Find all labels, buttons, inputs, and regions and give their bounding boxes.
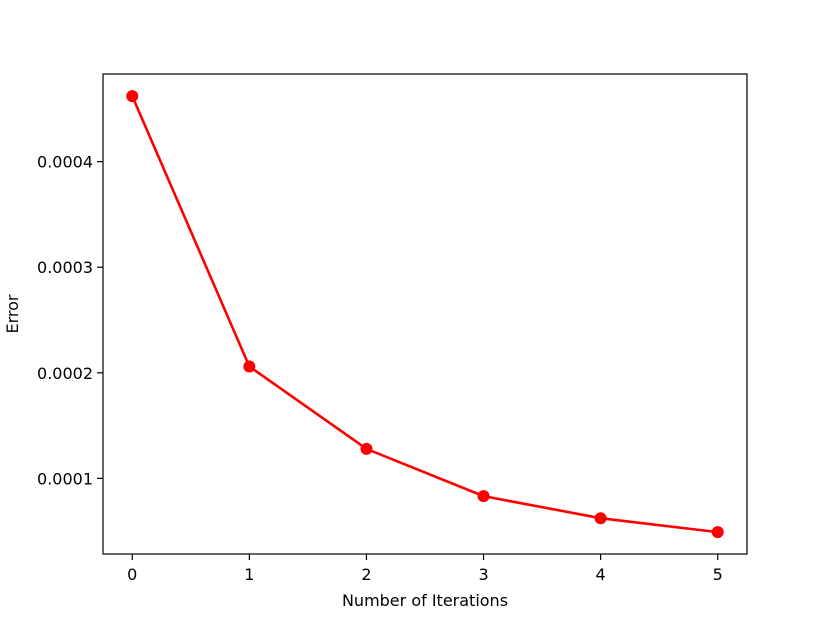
x-tick-label: 1 [244,565,254,584]
x-axis-ticks: 0 1 2 3 4 5 [127,554,723,584]
x-tick-label: 0 [127,565,137,584]
series-line [131,95,718,534]
plot-frame [102,73,748,555]
data-point [477,490,490,503]
x-tick-label: 2 [361,565,371,584]
data-point [243,360,256,373]
y-axis-title: Error [3,294,22,333]
data-point [594,512,607,525]
y-axis-ticks: 0.0001 0.0002 0.0003 0.0004 [37,153,103,488]
x-tick-label: 4 [596,565,606,584]
x-axis-title: Number of Iterations [342,591,508,610]
plot-area [103,74,747,554]
series-layer [126,90,724,539]
data-point [711,526,724,539]
y-tick-label: 0.0002 [37,364,93,383]
data-point [360,442,373,455]
x-tick-label: 5 [713,565,723,584]
y-tick-label: 0.0003 [37,258,93,277]
data-point [126,90,139,103]
x-tick-label: 3 [478,565,488,584]
y-tick-label: 0.0004 [37,153,93,172]
y-tick-label: 0.0001 [37,469,93,488]
